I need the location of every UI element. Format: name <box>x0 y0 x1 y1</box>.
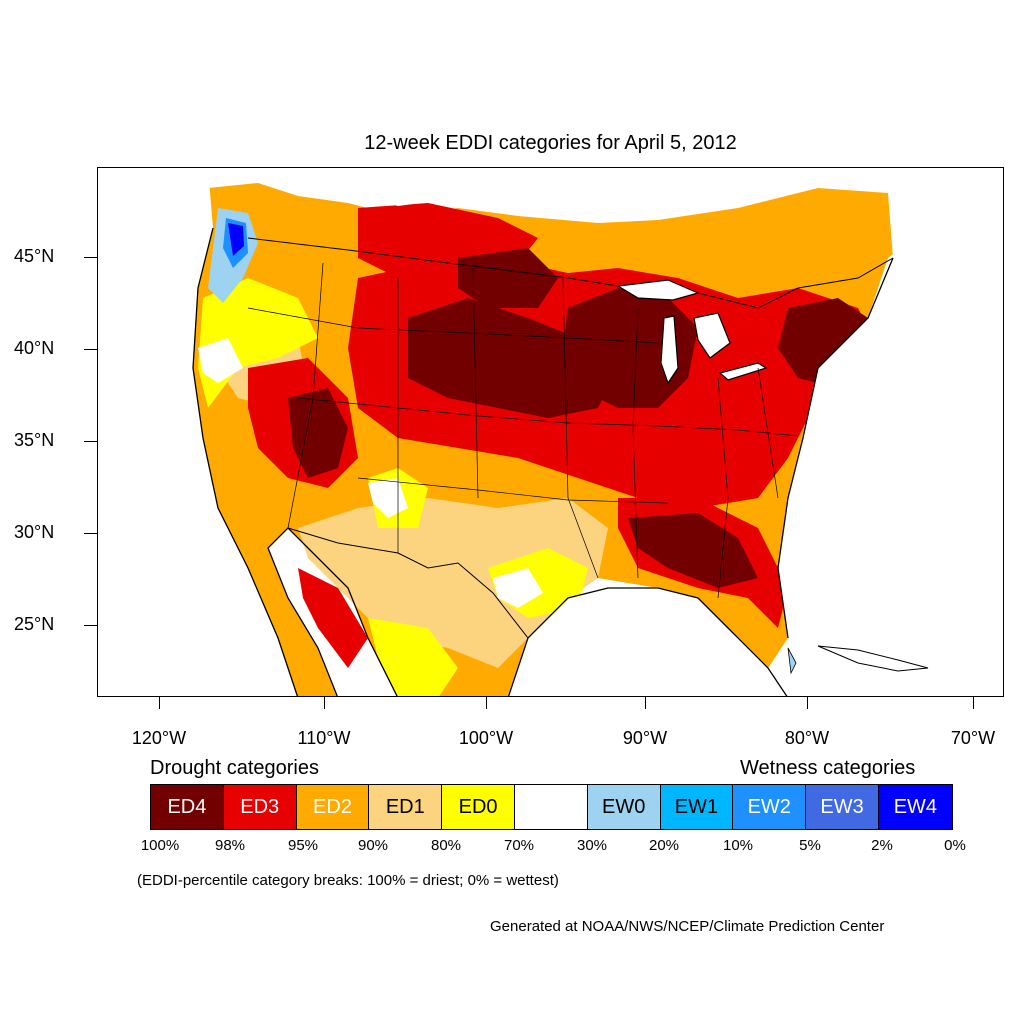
percentile-70: 70% <box>503 837 535 854</box>
region-normal-texas <box>493 568 543 608</box>
region-ed4-sw <box>288 388 348 478</box>
credit-line: Generated at NOAA/NWS/NCEP/Climate Predi… <box>490 918 885 935</box>
gulf-of-mexico <box>508 588 787 696</box>
x-tick-100w <box>486 697 487 709</box>
wetness-categories-heading: Wetness categories <box>740 757 916 779</box>
legend-cell-ed3: ED3 <box>223 785 297 829</box>
drought-categories-heading: Drought categories <box>150 757 319 779</box>
category-legend: ED4 ED3 ED2 ED1 ED0 EW0 EW1 EW2 EW3 EW4 <box>150 784 953 830</box>
legend-label-ew0: EW0 <box>602 795 646 818</box>
y-tick-label-25n: 25°N <box>14 614 55 634</box>
y-tick-45n <box>84 257 97 258</box>
state-lines <box>247 262 799 599</box>
legend-cell-normal <box>514 785 588 829</box>
percentile-2: 2% <box>871 837 893 854</box>
y-tick-35n <box>84 441 97 442</box>
x-tick-80w <box>807 697 808 709</box>
atlantic-ocean <box>778 189 1003 696</box>
legend-cell-ed0: ED0 <box>442 785 515 829</box>
percentile-10: 10% <box>722 837 754 854</box>
percentile-30: 30% <box>576 837 608 854</box>
legend-label-ew1: EW1 <box>674 795 719 818</box>
canada-border <box>247 237 894 309</box>
y-tick-label-30n: 30°N <box>14 522 55 542</box>
eddi-map <box>97 167 1004 697</box>
map-canvas <box>98 168 1003 696</box>
x-tick-label-100w: 100°W <box>458 728 514 748</box>
legend-label-ew2: EW2 <box>747 795 791 818</box>
x-tick-110w <box>324 697 325 709</box>
cuba-island <box>817 645 929 672</box>
percentile-100: 100% <box>140 837 180 854</box>
legend-cell-ew4: EW4 <box>878 785 952 829</box>
x-tick-label-110w: 110°W <box>297 728 351 748</box>
lake-erie <box>718 362 768 381</box>
y-tick-30n <box>84 533 97 534</box>
percentile-5: 5% <box>799 837 821 854</box>
region-ed3-mexico <box>298 568 368 668</box>
region-ed4-north <box>458 248 558 308</box>
map-title: 12-week EDDI categories for April 5, 201… <box>364 132 737 154</box>
y-tick-25n <box>84 625 97 626</box>
legend-cell-ed1: ED1 <box>369 785 443 829</box>
legend-label-ew3: EW3 <box>820 795 864 818</box>
legend-label-ew4: EW4 <box>893 795 938 818</box>
mexico-border <box>287 527 529 639</box>
y-tick-40n <box>84 349 97 350</box>
x-tick-label-80w: 80°W <box>784 728 830 748</box>
x-tick-90w <box>645 697 646 709</box>
category-breaks-note: (EDDI-percentile category breaks: 100% =… <box>137 872 559 889</box>
x-tick-70w <box>973 697 974 709</box>
percentile-90: 90% <box>357 837 389 854</box>
legend-label-ed2: ED2 <box>313 795 352 818</box>
percentile-20: 20% <box>648 837 680 854</box>
x-tick-label-90w: 90°W <box>622 728 668 748</box>
lake-superior <box>616 279 700 301</box>
legend-cell-ew3: EW3 <box>806 785 879 829</box>
legend-cell-ew1: EW1 <box>660 785 734 829</box>
percentile-98: 98% <box>214 837 246 854</box>
x-tick-label-120w: 120°W <box>131 728 187 748</box>
percentile-80: 80% <box>430 837 462 854</box>
legend-label-ed1: ED1 <box>385 795 425 818</box>
x-tick-label-70w: 70°W <box>950 728 996 748</box>
legend-label-ed4: ED4 <box>167 795 207 818</box>
percentile-95: 95% <box>287 837 319 854</box>
percentile-0: 0% <box>944 837 966 854</box>
region-ed4-southeast <box>628 513 758 588</box>
legend-cell-ed4: ED4 <box>151 785 224 829</box>
legend-label-ed3: ED3 <box>240 795 280 818</box>
region-ed0-mexico <box>368 618 458 696</box>
x-tick-120w <box>159 697 160 709</box>
legend-label-ed0: ED0 <box>458 795 498 818</box>
lake-michigan <box>660 315 679 385</box>
pacific-ocean <box>98 168 298 696</box>
lake-huron <box>693 312 731 359</box>
canada-north <box>208 168 1003 216</box>
y-tick-label-35n: 35°N <box>14 430 55 450</box>
y-tick-label-45n: 45°N <box>14 246 55 266</box>
legend-cell-ew0: EW0 <box>587 785 661 829</box>
legend-cell-ed2: ED2 <box>296 785 370 829</box>
florida-keys <box>787 647 797 675</box>
y-tick-label-40n: 40°N <box>14 338 55 358</box>
region-ed1-south <box>298 498 608 668</box>
region-ew4-nw <box>228 223 244 256</box>
legend-cell-ew2: EW2 <box>733 785 807 829</box>
region-normal-west <box>198 338 243 383</box>
